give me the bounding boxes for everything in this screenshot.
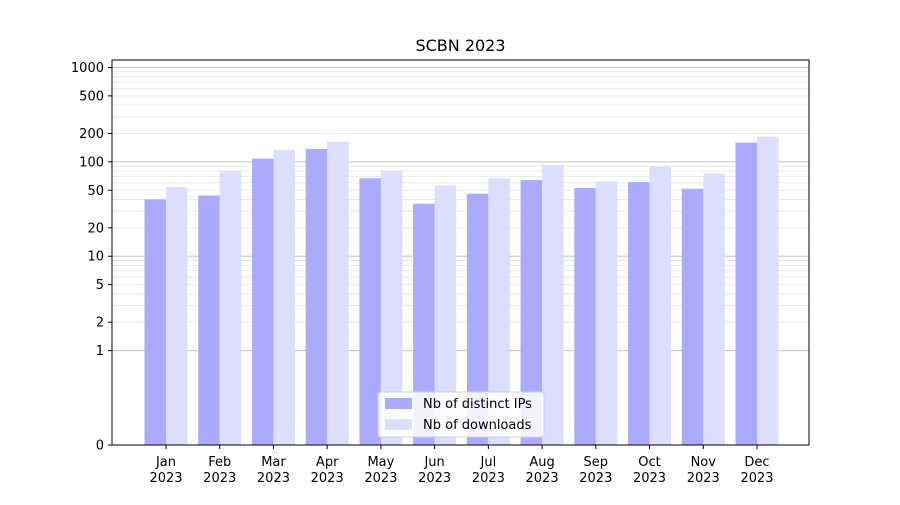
y-tick-label: 500 [79,89,104,104]
x-tick-label-month: Feb [208,455,231,470]
bar-distinct-ips [628,182,650,445]
bar-downloads [488,178,510,445]
y-tick-label: 5 [96,278,104,293]
bars-layer [144,136,779,446]
y-tick-label: 100 [79,155,104,170]
y-axis: 0 1 2 5 10 20 50 100 200 500 1000 [71,61,112,454]
y-tick-label: 200 [79,127,104,142]
bar-downloads [273,149,295,445]
chart-title: SCBN 2023 [415,36,505,55]
x-tick-label-month: Mar [261,455,286,470]
bar-distinct-ips [681,188,704,445]
legend-swatch [385,419,412,430]
x-tick-label-month: Jul [480,455,497,470]
x-tick-label-month: Apr [316,455,339,470]
bar-distinct-ips [413,203,435,445]
y-tick-label: 2 [96,316,104,331]
bar-distinct-ips [520,180,543,445]
legend-label: Nb of downloads [423,418,532,433]
x-tick-label-year: 2023 [740,471,773,486]
y-tick-label: 0 [96,439,104,454]
x-tick-label-year: 2023 [311,471,344,486]
bar-downloads [219,170,242,445]
bar-downloads [703,173,725,446]
legend-label: Nb of distinct IPs [423,397,532,412]
x-axis: Jan2023Feb2023Mar2023Apr2023May2023Jun20… [149,445,774,486]
bar-distinct-ips [251,158,274,445]
x-tick-label-year: 2023 [203,471,236,486]
x-tick-label-month: Jan [155,455,176,470]
bar-downloads [166,187,188,446]
y-tick-label: 1 [96,344,104,359]
x-tick-label-year: 2023 [526,471,559,486]
x-tick-label-month: May [367,455,394,470]
legend-box [377,391,545,438]
x-tick-label-year: 2023 [687,471,720,486]
bar-downloads [595,181,618,445]
x-tick-label-year: 2023 [257,471,290,486]
y-tick-label: 1000 [71,61,104,76]
bar-downloads [757,136,779,445]
x-tick-label-year: 2023 [364,471,397,486]
legend-swatch [385,398,412,409]
x-tick-label-month: Oct [638,455,660,470]
bar-distinct-ips [198,195,220,445]
y-tick-label: 50 [87,184,104,199]
x-tick-label-year: 2023 [633,471,666,486]
bar-distinct-ips [466,193,489,445]
y-tick-label: 10 [87,250,104,265]
y-tick-label: 20 [87,221,104,236]
bar-distinct-ips [144,199,166,445]
bar-downloads [327,141,349,446]
x-tick-label-year: 2023 [472,471,505,486]
x-tick-label-month: Dec [744,455,769,470]
bar-distinct-ips [359,178,381,445]
legend: Nb of distinct IPs Nb of downloads [377,391,545,438]
x-tick-label-month: Nov [691,455,717,470]
bar-distinct-ips [305,148,328,445]
x-tick-label-year: 2023 [579,471,612,486]
x-tick-label-month: Jun [423,455,444,470]
x-tick-label-month: Aug [529,455,554,470]
bar-downloads [542,164,564,445]
x-tick-label-year: 2023 [149,471,182,486]
x-tick-label-month: Sep [584,455,609,470]
bar-distinct-ips [735,142,757,445]
bar-downloads [649,166,672,446]
bar-downloads [434,185,457,445]
x-tick-label-year: 2023 [418,471,451,486]
bar-downloads [380,170,403,445]
bar-distinct-ips [574,187,596,446]
plot-frame [111,59,810,446]
